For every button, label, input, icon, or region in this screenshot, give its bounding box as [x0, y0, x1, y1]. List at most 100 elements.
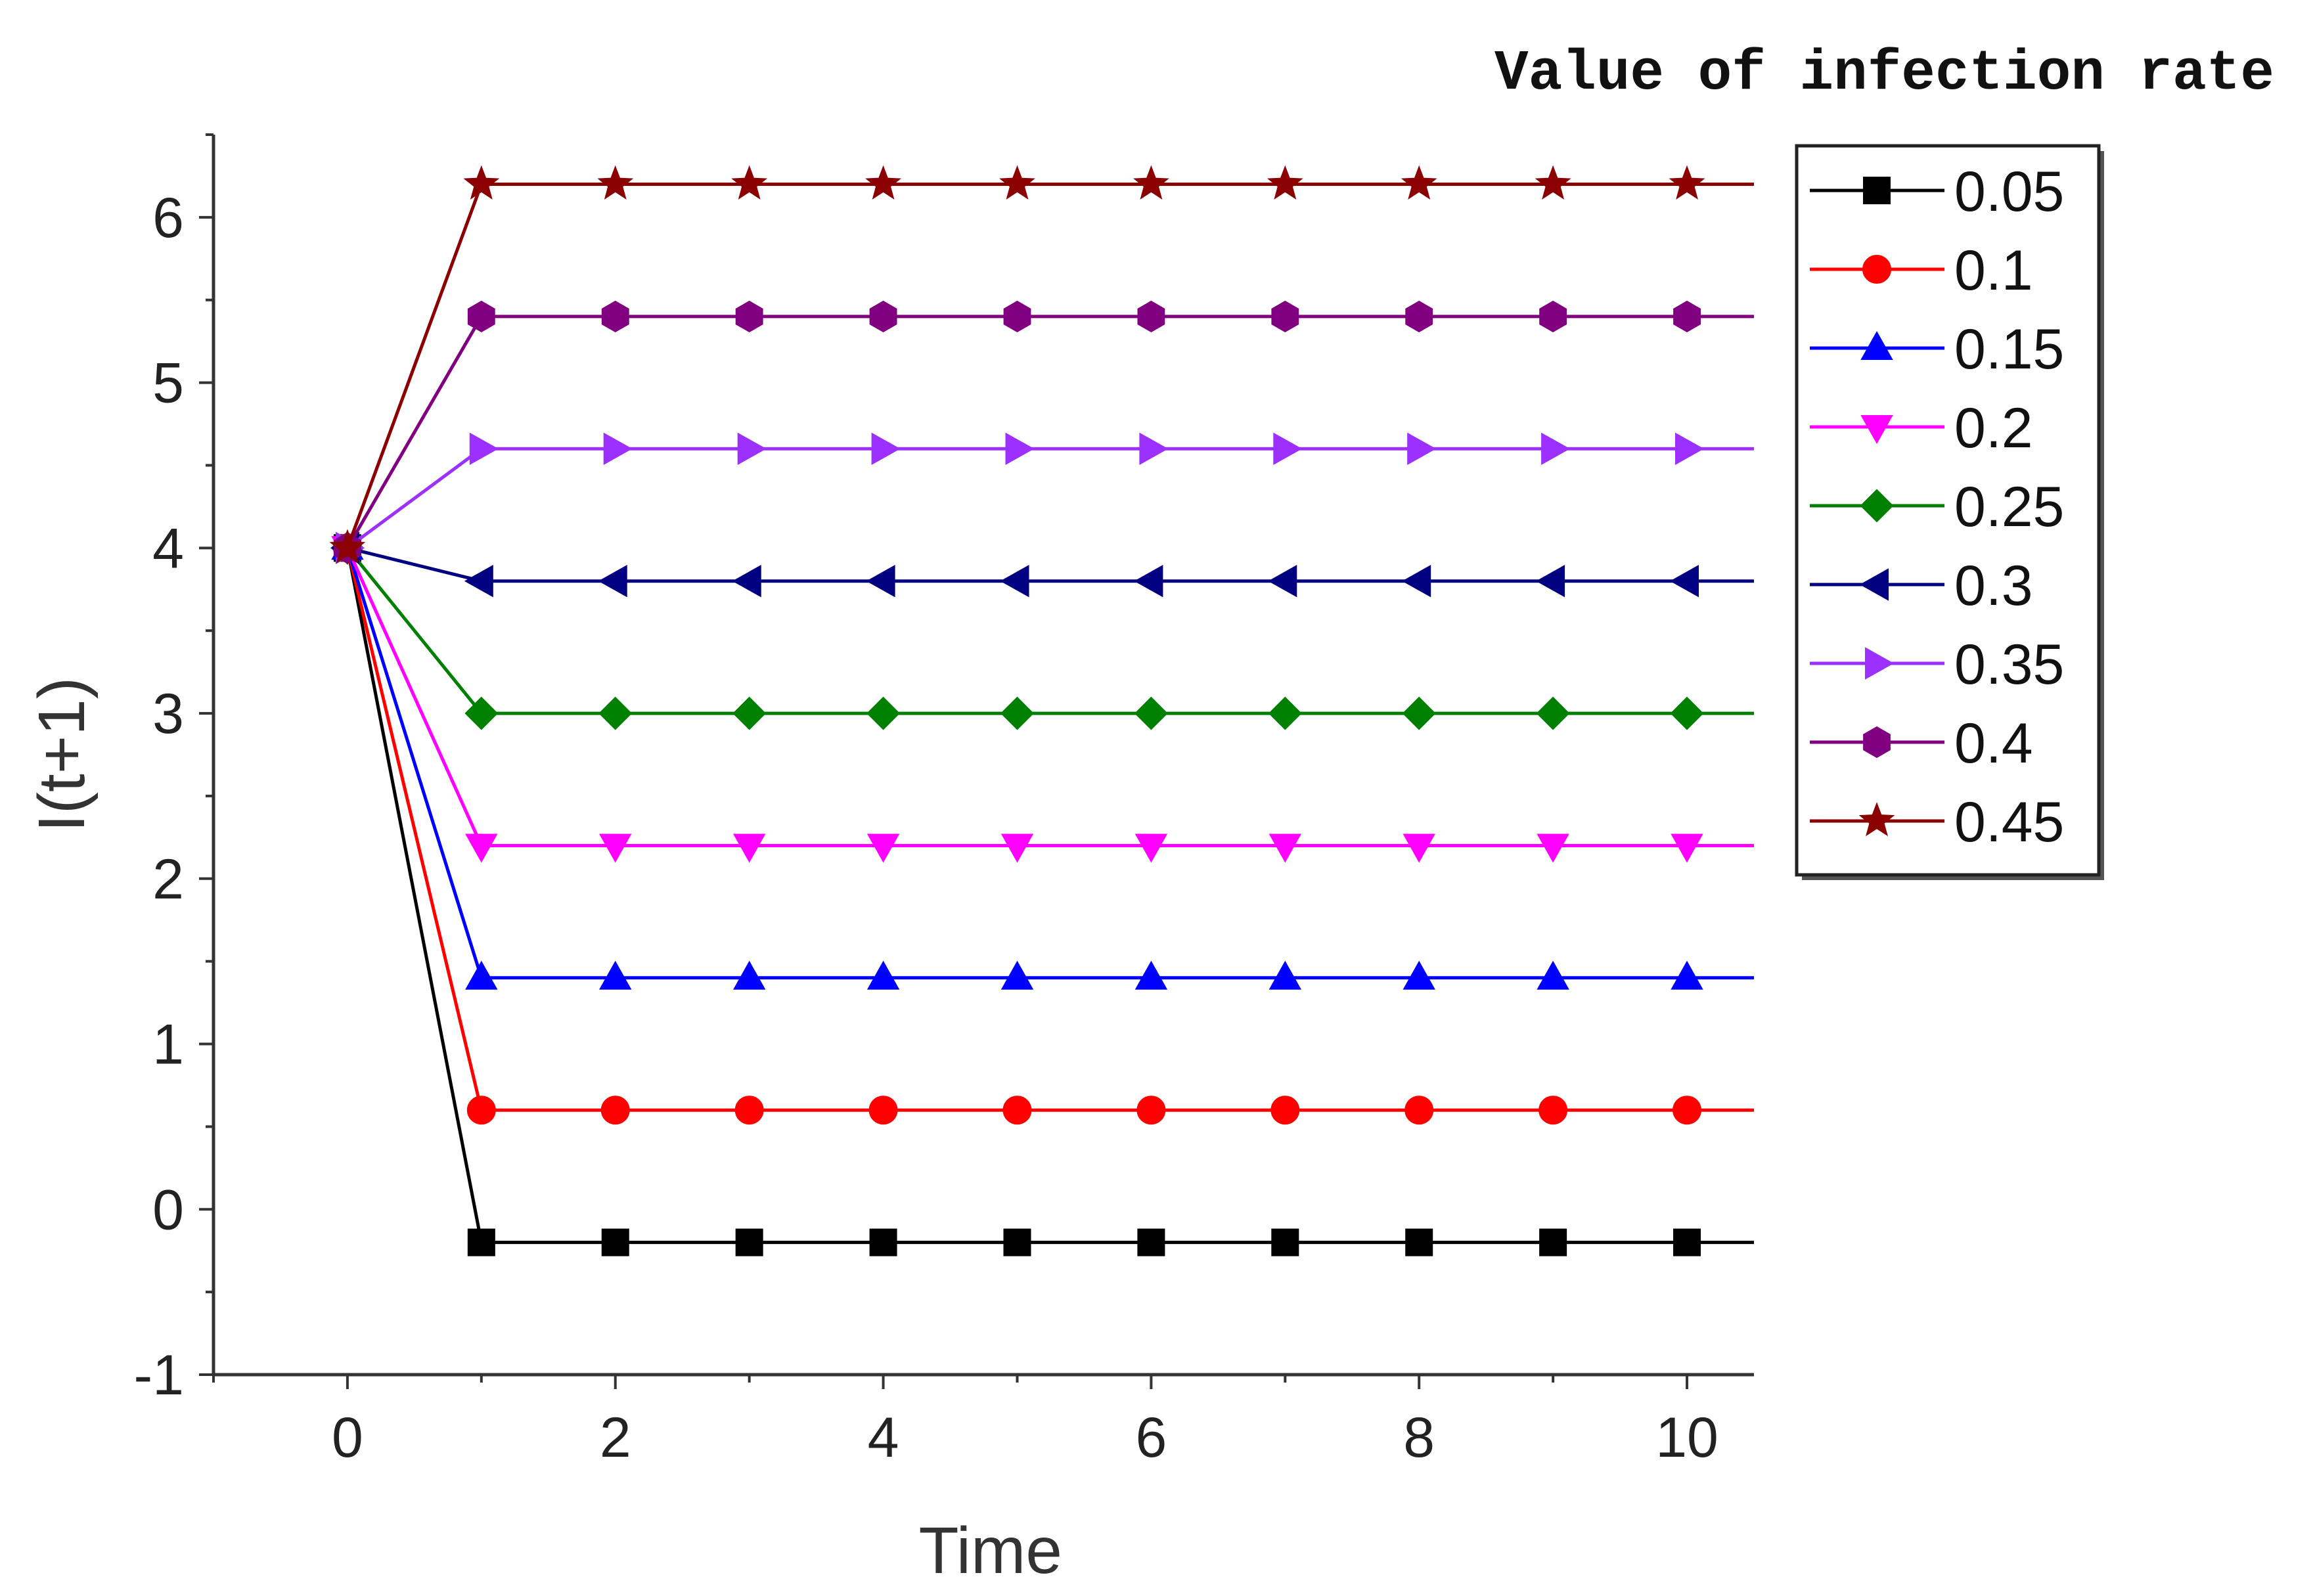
- series-0.05: [333, 534, 1754, 1256]
- data-point: [1271, 1228, 1299, 1256]
- x-tick-label: 6: [1135, 1406, 1167, 1469]
- data-point: [1003, 1228, 1031, 1256]
- legend-label: 0.1: [1954, 239, 2033, 302]
- data-point: [1401, 165, 1437, 200]
- legend-label: 0.3: [1954, 554, 2033, 617]
- data-point: [1536, 564, 1565, 598]
- data-point: [866, 696, 901, 730]
- data-point: [465, 833, 498, 863]
- data-point: [1535, 165, 1571, 200]
- data-point: [1270, 1096, 1300, 1125]
- data-point: [1269, 960, 1302, 990]
- data-point: [1003, 300, 1031, 333]
- x-axis-title: Time: [918, 1514, 1062, 1587]
- legend-box: [1795, 144, 2101, 877]
- legend-item: 0.45: [1810, 791, 2064, 854]
- legend-item: 0.3: [1810, 554, 2033, 617]
- series-0.4: [334, 300, 1754, 564]
- data-point: [1402, 696, 1436, 730]
- x-tick-label: 0: [332, 1406, 363, 1469]
- data-point: [1402, 564, 1431, 598]
- data-point: [1537, 833, 1569, 863]
- y-tick-label: 3: [152, 682, 184, 745]
- legend-marker: [1862, 255, 1891, 284]
- data-point: [1539, 1228, 1567, 1256]
- data-point: [1405, 1228, 1433, 1256]
- data-point: [1005, 432, 1035, 466]
- data-point: [734, 1096, 764, 1125]
- series-0.25: [330, 531, 1754, 730]
- data-point: [1268, 696, 1302, 730]
- data-point: [1000, 564, 1029, 598]
- legend-label: 0.15: [1954, 318, 2064, 381]
- data-point: [600, 1096, 630, 1125]
- data-point: [999, 165, 1035, 200]
- data-point: [1000, 960, 1034, 990]
- legend-label: 0.35: [1954, 633, 2064, 696]
- series-0.15: [331, 531, 1754, 990]
- data-point: [1671, 833, 1703, 863]
- data-point: [1669, 564, 1699, 598]
- data-point: [732, 960, 766, 990]
- data-point: [871, 432, 901, 466]
- data-point: [1136, 1096, 1166, 1125]
- y-tick-label: 1: [152, 1013, 184, 1076]
- legend: 0.05 0.1 0.15 0.2 0.25 0.3 0.35 0.4 0.45: [1795, 144, 2104, 880]
- series-layer: [329, 165, 1754, 1256]
- data-point: [731, 165, 768, 200]
- data-point: [869, 300, 897, 333]
- legend-label: 0.05: [1954, 160, 2064, 223]
- legend-label: 0.4: [1954, 712, 2033, 775]
- series-line: [346, 547, 1754, 980]
- legend-marker: [1863, 177, 1891, 204]
- legend-marker: [1860, 489, 1894, 523]
- data-point: [467, 300, 495, 333]
- data-point: [1134, 960, 1168, 990]
- legend-marker: [1859, 568, 1889, 601]
- data-point: [1267, 165, 1303, 200]
- x-tick-label: 2: [600, 1406, 631, 1469]
- data-point: [1403, 960, 1435, 990]
- data-point: [1673, 1228, 1701, 1256]
- data-point: [1675, 432, 1705, 466]
- x-tick-label: 8: [1403, 1406, 1435, 1469]
- y-tick-label: 5: [152, 352, 184, 415]
- legend-marker: [1858, 802, 1895, 837]
- data-point: [1271, 300, 1299, 333]
- data-point: [1137, 1228, 1165, 1256]
- data-point: [1670, 696, 1704, 730]
- data-point: [1536, 696, 1570, 730]
- data-point: [1137, 300, 1165, 333]
- data-point: [1673, 1096, 1702, 1125]
- series-0.3: [330, 531, 1754, 598]
- data-point: [465, 960, 498, 990]
- legend-item: 0.2: [1810, 397, 2033, 460]
- data-point: [1403, 833, 1435, 863]
- data-point: [1407, 432, 1437, 466]
- legend-label: 0.2: [1954, 397, 2033, 460]
- data-point: [601, 300, 629, 333]
- data-point: [866, 564, 895, 598]
- data-point: [329, 529, 366, 564]
- data-point: [869, 1228, 897, 1256]
- data-point: [1405, 300, 1433, 333]
- y-tick-label: 6: [152, 187, 184, 250]
- data-point: [735, 1228, 763, 1256]
- data-point: [1273, 432, 1303, 466]
- data-point: [598, 696, 633, 730]
- y-tick-label: -1: [134, 1344, 184, 1407]
- data-point: [597, 165, 634, 200]
- series-line: [347, 546, 1754, 583]
- data-point: [464, 696, 499, 730]
- data-point: [732, 696, 767, 730]
- x-tick-label: 4: [868, 1406, 899, 1469]
- data-point: [1002, 1096, 1032, 1125]
- data-point: [1537, 960, 1569, 990]
- legend-item: 0.25: [1810, 476, 2064, 539]
- data-point: [464, 564, 493, 598]
- series-0.45: [329, 165, 1754, 564]
- legend-title: Value of infection rate: [1494, 41, 2274, 106]
- legend-item: 0.4: [1810, 712, 2033, 775]
- series-line: [346, 546, 1754, 715]
